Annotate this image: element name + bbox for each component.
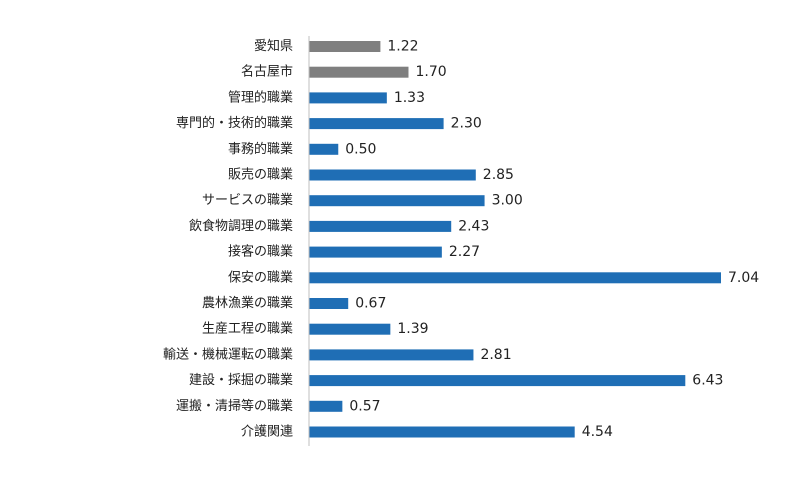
bar-row: 接客の職業 2.27 (228, 244, 480, 261)
bar (309, 220, 452, 232)
category-label: サービスの職業 (202, 192, 293, 208)
bar-row: 専門的・技術的職業 2.30 (176, 115, 482, 132)
category-label: 生産工程の職業 (202, 321, 293, 337)
category-label: 名古屋市 (241, 64, 293, 80)
bars-group: 愛知県 1.22 名古屋市 1.70 管理的職業 1.33 専門的・技術的職業 2.30 事務的… (163, 38, 759, 440)
category-label: 保安の職業 (228, 269, 293, 285)
data-label: 1.33 (394, 90, 425, 106)
bar-row: 介護関連 4.54 (241, 424, 613, 441)
data-label: 0.67 (355, 296, 386, 312)
bar (309, 272, 721, 284)
bar-row: 運搬・清掃等の職業 0.57 (176, 398, 381, 415)
bar (309, 92, 387, 104)
bar (309, 349, 474, 361)
data-label: 2.85 (483, 167, 514, 183)
category-label: 接客の職業 (228, 244, 293, 260)
category-label: 管理的職業 (228, 89, 293, 105)
bar-row: 保安の職業 7.04 (228, 269, 759, 286)
bar-row: 農林漁業の職業 0.67 (202, 295, 386, 312)
bar (309, 323, 391, 335)
bar-row: 建設・採掘の職業 6.43 (189, 372, 723, 389)
category-label: 運搬・清掃等の職業 (176, 398, 293, 414)
data-label: 2.27 (449, 244, 480, 260)
data-label: 1.70 (415, 64, 446, 80)
bar-row: 愛知県 1.22 (254, 38, 419, 55)
category-label: 専門的・技術的職業 (176, 115, 293, 131)
data-label: 2.30 (451, 116, 482, 132)
bar-row: 輸送・機械運転の職業 2.81 (163, 346, 512, 363)
bar-row: 飲食物調理の職業 2.43 (189, 218, 489, 235)
category-label: 事務的職業 (228, 141, 293, 157)
bar (309, 41, 381, 52)
bar (309, 298, 349, 309)
bar-row: 販売の職業 2.85 (228, 167, 514, 184)
data-label: 3.00 (492, 193, 523, 209)
category-label: 建設・採掘の職業 (189, 372, 293, 388)
bar (309, 169, 476, 181)
data-label: 2.81 (480, 347, 511, 363)
data-label: 6.43 (692, 373, 723, 389)
bar-row: 管理的職業 1.33 (228, 89, 425, 106)
bar (309, 118, 444, 130)
bar-row: 事務的職業 0.50 (228, 141, 376, 158)
bar (309, 143, 339, 155)
bar (309, 195, 485, 207)
bar (309, 400, 343, 412)
bar (309, 375, 686, 387)
bar (309, 66, 409, 78)
category-label: 農林漁業の職業 (202, 295, 293, 311)
data-label: 2.43 (458, 218, 489, 234)
bar (309, 246, 442, 258)
category-label: 介護関連 (241, 424, 293, 440)
data-label: 0.50 (345, 141, 376, 157)
data-label: 4.54 (582, 424, 613, 440)
bar-row: 生産工程の職業 1.39 (202, 321, 429, 338)
data-label: 7.04 (728, 270, 759, 286)
data-label: 1.22 (387, 39, 418, 55)
data-label: 0.57 (349, 398, 380, 414)
bar-row: サービスの職業 3.00 (202, 192, 523, 209)
category-label: 愛知県 (254, 38, 293, 54)
category-label: 飲食物調理の職業 (189, 218, 293, 234)
category-label: 輸送・機械運転の職業 (163, 346, 293, 362)
bar (309, 426, 575, 438)
bar-row: 名古屋市 1.70 (241, 64, 447, 81)
category-label: 販売の職業 (228, 167, 293, 183)
data-label: 1.39 (397, 321, 428, 337)
